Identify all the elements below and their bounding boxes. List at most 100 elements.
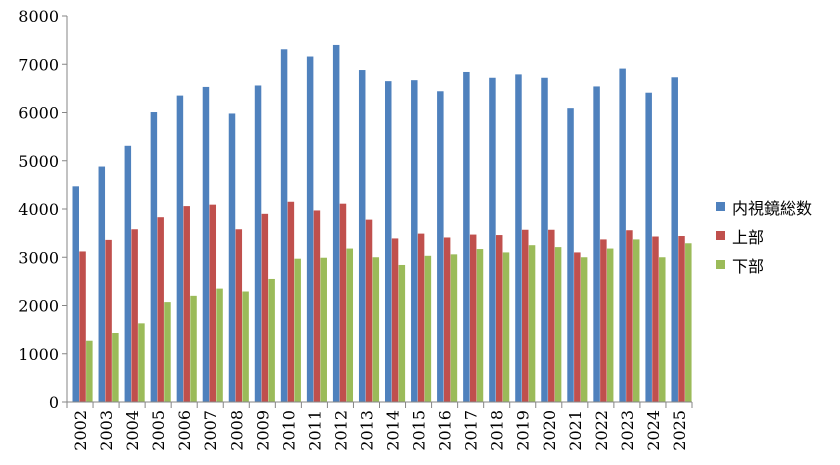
x-tick-label-2019: 2019 — [514, 410, 533, 451]
bar-total-2020 — [541, 77, 548, 402]
bar-total-2002 — [72, 186, 79, 402]
bar-upper-2012 — [339, 203, 347, 402]
bar-lower-2013 — [372, 257, 380, 402]
y-tick-label-6000: 6000 — [18, 104, 59, 123]
bar-upper-2013 — [365, 219, 373, 402]
bar-lower-2015 — [424, 255, 432, 402]
bar-upper-2006 — [183, 206, 190, 402]
bar-lower-2024 — [659, 257, 666, 402]
bar-upper-2009 — [261, 213, 269, 402]
bar-upper-2021 — [574, 252, 581, 402]
bar-total-2010 — [280, 49, 288, 402]
bar-lower-2022 — [606, 248, 614, 402]
legend: 内視鏡総数 上部 下部 — [716, 192, 840, 279]
bar-total-2015 — [411, 80, 418, 403]
x-tick-label-2007: 2007 — [201, 410, 220, 451]
legend-swatch-upper — [716, 231, 725, 240]
x-tick-label-2021: 2021 — [566, 410, 585, 451]
bar-upper-2025 — [678, 236, 685, 402]
bar-upper-2005 — [157, 217, 164, 402]
legend-item-lower: 下部 — [716, 250, 840, 279]
bar-lower-2011 — [320, 257, 327, 402]
bar-lower-2003 — [112, 333, 119, 402]
legend-label-upper: 上部 — [732, 227, 765, 247]
x-tick-label-2005: 2005 — [149, 410, 168, 451]
bar-total-2023 — [619, 68, 626, 402]
y-tick-label-1000: 1000 — [18, 345, 59, 364]
bar-upper-2015 — [417, 233, 425, 402]
bar-total-2022 — [593, 86, 600, 402]
bar-total-2025 — [671, 77, 678, 402]
y-tick-label-5000: 5000 — [18, 152, 59, 171]
bar-upper-2020 — [548, 229, 555, 402]
y-tick-label-0: 0 — [49, 393, 59, 412]
bar-upper-2024 — [652, 236, 659, 402]
x-tick-label-2024: 2024 — [644, 410, 663, 451]
bar-lower-2020 — [554, 247, 562, 402]
x-tick-label-2006: 2006 — [175, 410, 194, 451]
bar-lower-2002 — [86, 340, 93, 402]
bar-lower-2009 — [268, 278, 275, 402]
bar-total-2014 — [385, 81, 392, 402]
bar-upper-2018 — [495, 235, 503, 402]
bar-lower-2016 — [450, 254, 458, 402]
x-tick-label-2012: 2012 — [331, 410, 350, 451]
x-tick-label-2016: 2016 — [436, 410, 455, 451]
bar-total-2019 — [515, 74, 522, 402]
bar-total-2003 — [98, 166, 106, 402]
bar-upper-2019 — [522, 229, 529, 402]
bar-lower-2023 — [632, 239, 640, 402]
legend-swatch-total — [716, 202, 725, 211]
bar-lower-2014 — [398, 264, 406, 402]
bar-upper-2008 — [235, 229, 243, 402]
x-tick-label-2002: 2002 — [71, 410, 90, 451]
bar-lower-2004 — [138, 323, 145, 402]
bar-upper-2004 — [131, 229, 138, 402]
bar-total-2011 — [306, 56, 314, 402]
bar-upper-2003 — [105, 239, 112, 402]
bar-total-2005 — [150, 112, 158, 403]
legend-swatch-lower — [716, 260, 725, 269]
x-tick-label-2013: 2013 — [357, 410, 376, 451]
y-tick-label-8000: 8000 — [18, 7, 59, 26]
bar-total-2012 — [332, 44, 340, 402]
bar-lower-2021 — [580, 257, 588, 402]
x-tick-label-2004: 2004 — [123, 410, 142, 451]
bar-upper-2017 — [469, 234, 477, 402]
x-tick-label-2008: 2008 — [227, 410, 246, 451]
x-tick-label-2022: 2022 — [592, 410, 611, 451]
bar-total-2007 — [202, 86, 210, 403]
bar-upper-2010 — [287, 201, 295, 402]
bar-upper-2014 — [391, 238, 399, 402]
bar-total-2006 — [176, 95, 184, 403]
bar-upper-2011 — [313, 210, 321, 402]
bar-total-2013 — [358, 70, 366, 402]
bar-lower-2007 — [216, 288, 223, 402]
bar-lower-2005 — [164, 302, 171, 402]
bar-total-2009 — [254, 85, 262, 402]
x-tick-label-2003: 2003 — [97, 410, 116, 451]
bar-total-2008 — [228, 113, 236, 403]
x-tick-label-2020: 2020 — [540, 410, 559, 451]
bar-upper-2002 — [79, 251, 86, 402]
y-tick-label-7000: 7000 — [18, 55, 59, 74]
x-tick-label-2023: 2023 — [618, 410, 637, 451]
bar-lower-2006 — [190, 295, 197, 402]
legend-label-lower: 下部 — [732, 256, 765, 276]
bar-total-2004 — [124, 145, 132, 403]
bar-upper-2022 — [600, 239, 607, 402]
y-tick-label-2000: 2000 — [18, 297, 59, 316]
bar-lower-2019 — [528, 245, 536, 402]
bar-lower-2010 — [294, 258, 301, 402]
bar-lower-2012 — [346, 248, 354, 402]
x-tick-label-2009: 2009 — [253, 410, 272, 451]
y-tick-label-4000: 4000 — [18, 200, 59, 219]
bars-layer — [72, 44, 692, 403]
x-tick-label-2017: 2017 — [462, 410, 481, 451]
x-tick-label-2014: 2014 — [384, 410, 403, 451]
bar-total-2016 — [437, 91, 444, 403]
legend-label-total: 内視鏡総数 — [732, 198, 813, 218]
legend-item-upper: 上部 — [716, 221, 840, 250]
